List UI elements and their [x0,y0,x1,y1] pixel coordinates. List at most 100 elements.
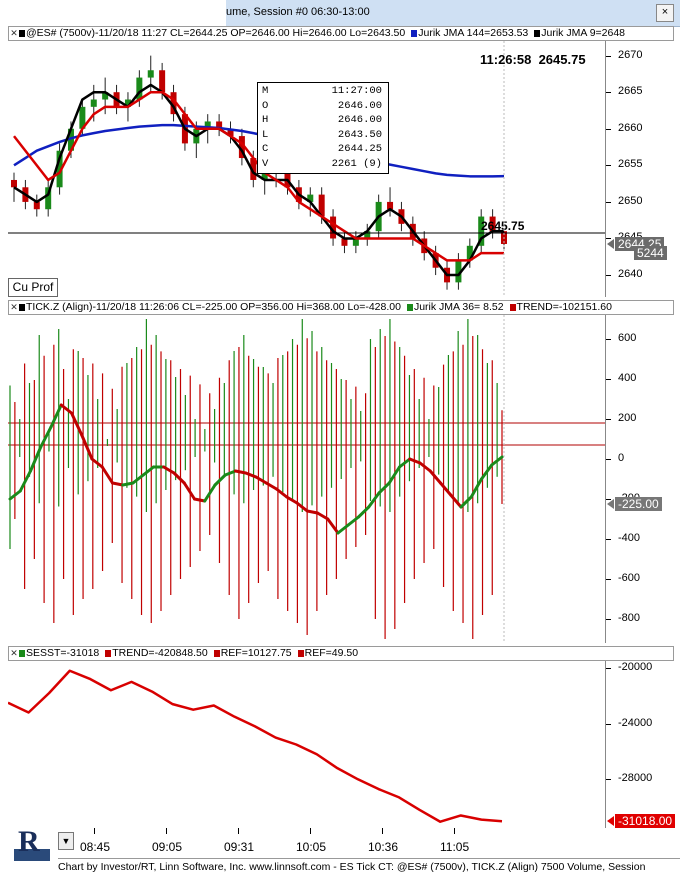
jma36-segment [244,471,258,479]
jma36-segment [316,511,330,521]
axis-tick-label: 2665 [618,85,643,98]
jma36-segment [305,509,319,515]
time-axis-label: 11:05 [440,840,470,854]
panel-header-text: REF=10127.75 [220,647,292,659]
candle [216,114,223,137]
axis-tick-label: 2650 [618,194,643,207]
panel-header-text: REF=49.50 [304,647,359,659]
axis-tick-mark [606,779,611,781]
axis-tick-mark [606,128,611,130]
price-pointer-icon [607,816,614,827]
chevron-down-icon[interactable]: ▼ [58,832,74,850]
jma36-segment [223,469,237,477]
jma36-segment [357,505,371,519]
jma36-segment [377,481,391,495]
close-panel-icon[interactable]: ✕ [10,28,18,38]
ohlc-key: V [262,157,269,170]
last-sesst-tag: -31018.00 [615,814,676,829]
time-axis-tick [238,828,239,834]
axis-tick-mark [606,55,611,57]
tick-panel-header: ✕ TICK.Z (Align)-11/20/18 11:26:06 CL=-22… [8,300,674,315]
jma36-segment [398,457,412,469]
panel-header-text: TREND=-420848.50 [112,647,208,659]
axis-tick-mark [606,619,611,620]
panel-header-text: @ES# (7500v)-11/20/18 11:27 CL=2644.25 O… [26,27,406,39]
ohlc-key: C [262,143,269,155]
jma36-segment [111,481,125,487]
panel-header-segment: TICK.Z (Align)-11/20/18 11:26:06 CL=-225… [19,301,401,313]
axis-tick-label: -600 [618,572,641,584]
axis-tick-label: -28000 [618,772,653,785]
close-panel-icon[interactable]: ✕ [10,302,18,312]
axis-tick-label: 600 [618,332,637,344]
sesst-line [8,669,503,823]
panel-header-segment: TREND=-102151.60 [509,301,612,313]
jma36-segment [234,469,248,475]
jma36-segment [387,465,401,485]
jma36-segment [59,403,73,415]
ohlc-value: 2644.25 [337,143,382,155]
axis-tick-label: 2655 [618,158,643,171]
ohlc-value: 11:27:00 [331,85,382,97]
candle [387,187,394,217]
jma36-segment [459,495,473,509]
logo: R [10,825,56,869]
jma36-segment [162,465,176,475]
panel-header-segment: REF=49.50 [297,647,359,659]
time-axis-tick [454,828,455,834]
axis-tick-label: -24000 [618,716,653,729]
jma36-segment [70,411,84,437]
jma36-segment [490,455,504,467]
legend-swatch-icon [19,303,25,311]
jma36-segment [39,425,53,449]
price-candlestick-chart[interactable]: 2645.75 [8,41,606,297]
axis-tick-mark [606,459,611,460]
jma36-segment [254,475,268,485]
jma36-segment [182,481,196,501]
time-axis-label: 10:05 [296,840,327,854]
candle [364,223,371,246]
panel-header-segment: @ES# (7500v)-11/20/18 11:27 CL=2644.25 O… [19,27,405,39]
jma36-segment [439,481,453,497]
ohlc-key: M [262,85,269,97]
time-axis-tick [166,828,167,834]
candle [56,143,63,195]
jma36-segment [326,517,340,535]
clock-readout: 11:26:58 2645.75 [480,52,586,67]
tick-indicator-chart[interactable] [8,315,606,643]
jma36-segment [29,445,43,473]
cu-prof-button[interactable]: Cu Prof [8,278,58,297]
legend-swatch-icon [411,29,418,37]
ohlc-value: 2646.00 [337,114,382,126]
axis-tick-label: -800 [618,612,641,624]
jma36-segment [18,469,32,493]
close-panel-icon[interactable]: ✕ [10,648,18,658]
jma36-segment [336,523,350,535]
legend-swatch-icon [213,649,220,657]
clock-time: 11:26:58 [480,52,532,67]
jma36-segment [49,403,63,429]
candle [227,121,234,144]
jma36-segment [295,501,309,513]
time-axis-label: 09:05 [152,840,183,854]
candle [33,194,40,217]
axis-tick-mark [606,379,611,380]
sesst-indicator-chart[interactable] [8,661,606,828]
candle [341,231,348,254]
close-button[interactable]: × [656,4,674,22]
time-axis-tick [94,828,95,834]
axis-tick-mark [606,275,611,277]
axis-tick-label: -400 [618,532,641,544]
price-pointer-icon [607,499,614,509]
axis-tick-label: -20000 [618,660,653,673]
price-panel-header: ✕ @ES# (7500v)-11/20/18 11:27 CL=2644.25 … [8,26,674,41]
jma36-segment [80,433,94,461]
ohlc-value: 2646.00 [337,99,382,112]
panel-header-text: Jurik JMA 36= 8.52 [413,301,504,313]
panel-header-segment: TREND=-420848.50 [105,647,208,659]
last-tick-tag: -225.00 [615,497,662,511]
panel-header-segment: SESST=-31018 [19,647,99,659]
ohlc-tooltip: M 11:27:00 O 2646.00 H 2646.00 L 2643.50 C 2644.2… [257,82,389,174]
panel-header-segment: REF=10127.75 [213,647,292,659]
axis-tick-label: 0 [618,452,625,464]
